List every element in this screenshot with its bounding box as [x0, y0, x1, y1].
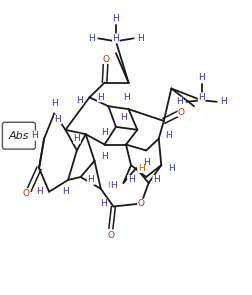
Text: H: H: [143, 158, 149, 167]
Text: H: H: [138, 164, 144, 173]
Text: Abs: Abs: [9, 131, 29, 141]
Text: H: H: [168, 164, 175, 173]
FancyBboxPatch shape: [2, 122, 35, 149]
Text: H: H: [98, 93, 104, 102]
Text: H: H: [74, 134, 80, 143]
Text: H: H: [120, 114, 127, 122]
Text: H: H: [101, 128, 108, 137]
Text: O: O: [178, 108, 185, 117]
Text: H: H: [100, 199, 107, 208]
Text: H: H: [166, 131, 172, 140]
Text: H: H: [108, 181, 114, 190]
Text: H: H: [51, 99, 57, 108]
Text: H: H: [220, 97, 227, 106]
Text: H: H: [113, 34, 119, 43]
Text: O: O: [102, 55, 109, 63]
Text: H: H: [87, 176, 94, 184]
Text: O: O: [23, 189, 30, 198]
Text: H: H: [31, 131, 37, 140]
Text: H: H: [110, 181, 117, 190]
Text: H: H: [36, 187, 42, 196]
Text: H: H: [55, 115, 61, 124]
Text: H: H: [113, 14, 119, 23]
Text: H: H: [88, 34, 94, 43]
Text: H: H: [128, 176, 134, 184]
Text: O: O: [107, 232, 114, 240]
Text: H: H: [101, 152, 108, 161]
Text: H: H: [62, 187, 69, 196]
Text: H: H: [198, 73, 205, 82]
Text: H: H: [153, 176, 160, 184]
Text: H: H: [198, 93, 205, 102]
Text: H: H: [176, 97, 183, 106]
Text: H: H: [123, 93, 129, 102]
Text: O: O: [138, 199, 145, 208]
Text: H: H: [137, 34, 144, 43]
Text: H: H: [76, 96, 83, 105]
